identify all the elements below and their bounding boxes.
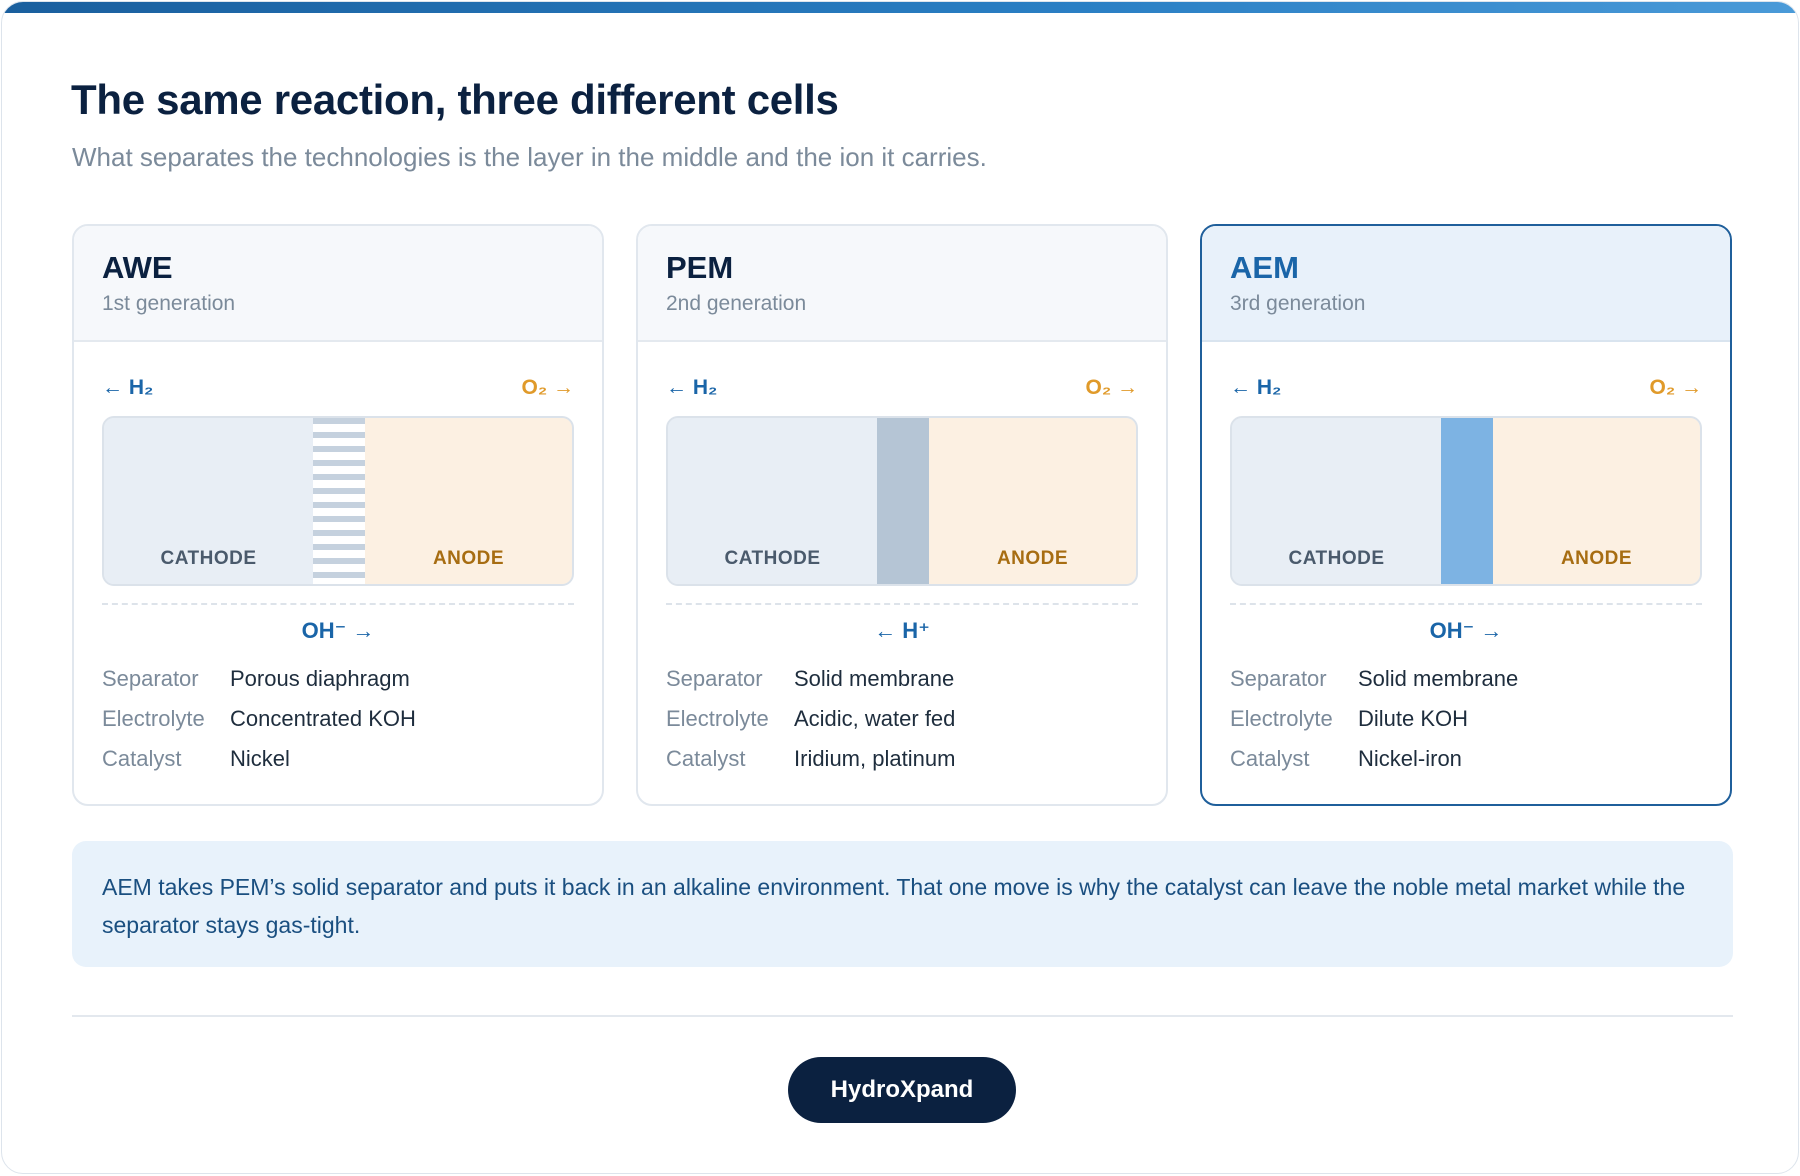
spec-value: Solid membrane [1358, 666, 1519, 691]
cathode-chamber [668, 418, 877, 584]
spec-value: Nickel [230, 746, 290, 771]
card-aem: AEM 3rd generation ← H₂ O₂ → CATHODE ANO… [1200, 224, 1732, 806]
ion-transport: ← H⁺ [874, 618, 930, 643]
cell-diagram: CATHODE ANODE [102, 416, 574, 586]
spec-row: Separator Solid membrane [666, 666, 1146, 706]
card-header: AWE 1st generation [74, 226, 602, 342]
spec-row: Catalyst Nickel [102, 746, 582, 786]
card-generation: 3rd generation [1230, 292, 1366, 315]
spec-list: Separator Solid membrane Electrolyte Aci… [666, 666, 1146, 786]
anode-label: ANODE [1560, 548, 1633, 569]
card-name: AWE [102, 250, 173, 285]
spec-key: Separator [1230, 666, 1327, 691]
spec-list: Separator Porous diaphragm Electrolyte C… [102, 666, 582, 786]
oxygen-outflow: O₂ → [1649, 376, 1703, 399]
spec-value: Iridium, platinum [794, 746, 956, 771]
porous-diaphragm-separator [313, 418, 365, 584]
card-name: AEM [1230, 250, 1299, 285]
cathode-chamber [1232, 418, 1441, 584]
spec-row: Electrolyte Concentrated KOH [102, 706, 582, 746]
spec-key: Separator [666, 666, 763, 691]
anode-chamber [365, 418, 572, 584]
ion-transport: OH⁻ → [301, 618, 375, 643]
spec-list: Separator Solid membrane Electrolyte Dil… [1230, 666, 1710, 786]
solid-membrane-separator [877, 418, 929, 584]
anode-label: ANODE [996, 548, 1069, 569]
ion-transport: OH⁻ → [1429, 618, 1503, 643]
cell-comparison: AWE 1st generation ← H₂ O₂ → CATHODE ANO… [72, 224, 1733, 806]
solid-membrane-separator [1441, 418, 1493, 584]
spec-row: Catalyst Nickel-iron [1230, 746, 1710, 786]
spec-value: Concentrated KOH [230, 706, 416, 731]
oxygen-outflow: O₂ → [521, 376, 575, 399]
callout-note: AEM takes PEM’s solid separator and puts… [72, 841, 1733, 967]
oxygen-outflow: O₂ → [1085, 376, 1139, 399]
spec-key: Electrolyte [102, 706, 205, 731]
spec-value: Acidic, water fed [794, 706, 956, 731]
page-title: The same reaction, three different cells [71, 76, 839, 123]
footer-divider [72, 1015, 1733, 1017]
top-accent-bar [2, 2, 1798, 13]
cathode-chamber [104, 418, 313, 584]
card-pem: PEM 2nd generation ← H₂ O₂ → CATHODE ANO… [636, 224, 1168, 806]
card-awe: AWE 1st generation ← H₂ O₂ → CATHODE ANO… [72, 224, 604, 806]
cathode-label: CATHODE [160, 548, 257, 569]
card-header: AEM 3rd generation [1202, 226, 1730, 342]
page-subtitle: What separates the technologies is the l… [72, 142, 987, 172]
spec-key: Electrolyte [1230, 706, 1333, 731]
hydrogen-outflow: ← H₂ [102, 376, 154, 399]
hydrogen-outflow: ← H₂ [666, 376, 718, 399]
hydrogen-outflow: ← H₂ [1230, 376, 1282, 399]
spec-value: Solid membrane [794, 666, 955, 691]
card-generation: 1st generation [102, 292, 236, 315]
spec-key: Electrolyte [666, 706, 769, 731]
card-header: PEM 2nd generation [638, 226, 1166, 342]
spec-row: Electrolyte Acidic, water fed [666, 706, 1146, 746]
dashed-divider [666, 603, 1138, 605]
cathode-label: CATHODE [1288, 548, 1385, 569]
card-name: PEM [666, 250, 734, 285]
anode-chamber [929, 418, 1136, 584]
spec-row: Electrolyte Dilute KOH [1230, 706, 1710, 746]
cell-diagram: CATHODE ANODE [1230, 416, 1702, 586]
dashed-divider [102, 603, 574, 605]
cell-diagram: CATHODE ANODE [666, 416, 1138, 586]
spec-key: Separator [102, 666, 199, 691]
spec-key: Catalyst [102, 746, 182, 771]
spec-value: Nickel-iron [1358, 746, 1462, 771]
spec-key: Catalyst [666, 746, 746, 771]
brand-button[interactable]: HydroXpand [788, 1057, 1016, 1123]
cathode-label: CATHODE [724, 548, 821, 569]
anode-label: ANODE [432, 548, 505, 569]
spec-row: Catalyst Iridium, platinum [666, 746, 1146, 786]
spec-value: Dilute KOH [1358, 706, 1469, 731]
spec-row: Separator Solid membrane [1230, 666, 1710, 706]
spec-row: Separator Porous diaphragm [102, 666, 582, 706]
card-generation: 2nd generation [666, 292, 807, 315]
spec-key: Catalyst [1230, 746, 1310, 771]
spec-value: Porous diaphragm [230, 666, 410, 691]
dashed-divider [1230, 603, 1702, 605]
anode-chamber [1493, 418, 1700, 584]
